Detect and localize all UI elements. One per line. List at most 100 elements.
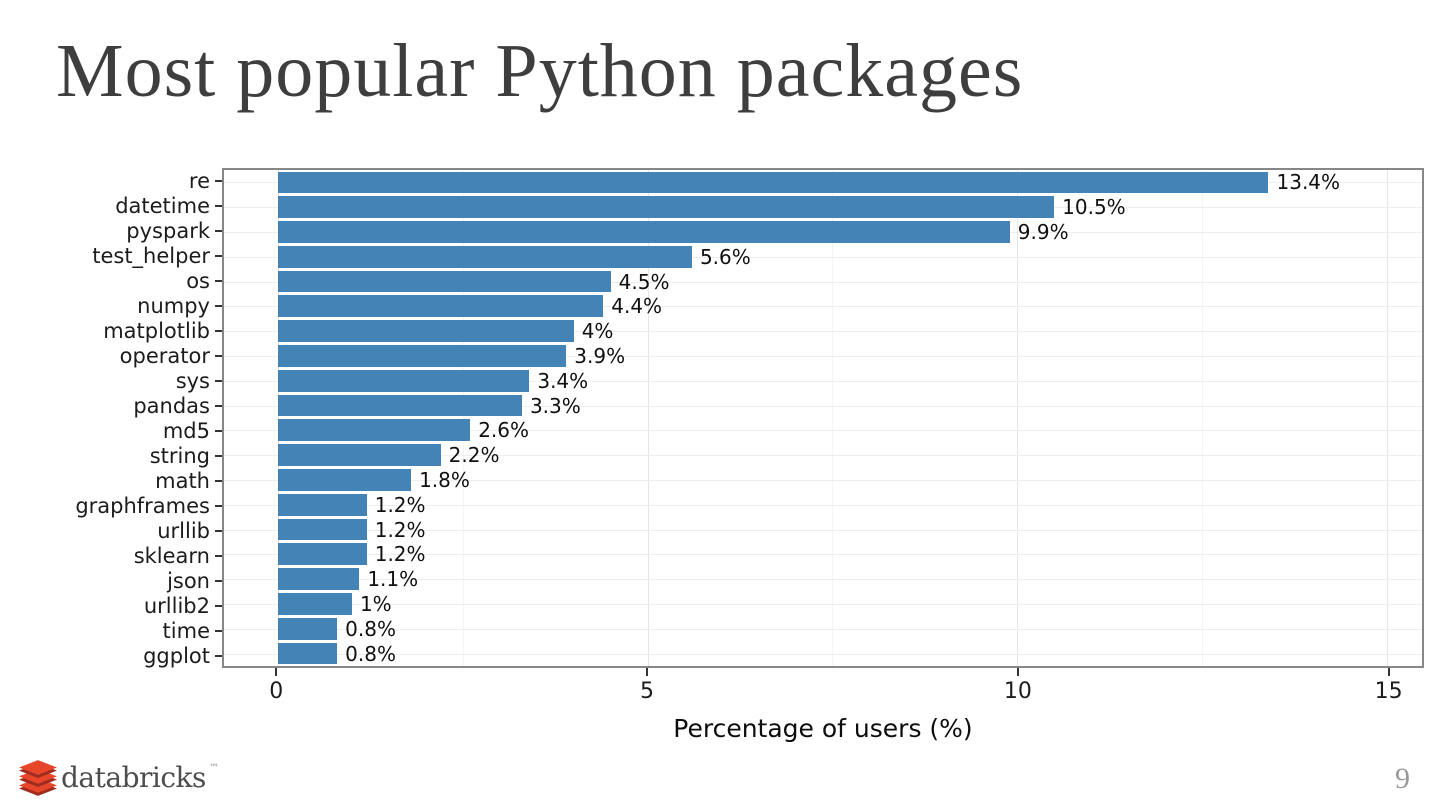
- y-axis-label: json: [167, 568, 210, 593]
- y-tick-mark: [215, 429, 222, 432]
- x-tick-mark: [1016, 668, 1019, 676]
- y-axis-label: os: [186, 268, 210, 293]
- bar-value-label: 4.5%: [618, 269, 670, 294]
- y-tick-mark: [215, 554, 222, 557]
- gridline-major: [1017, 170, 1019, 666]
- bar-row: 3.4%: [224, 368, 1422, 393]
- gridline-horizontal: [224, 579, 1422, 581]
- y-tick-mark: [215, 179, 222, 182]
- bar-row: 3.3%: [224, 393, 1422, 418]
- bar-value-label: 1.8%: [419, 467, 470, 492]
- bar-value-label: 13.4%: [1276, 170, 1341, 195]
- bar-value-label: 0.8%: [345, 641, 396, 666]
- bar-row: 9.9%: [224, 220, 1422, 245]
- bar: [278, 245, 692, 268]
- bar: [278, 345, 567, 367]
- gridline-major: [1386, 170, 1388, 666]
- gridline-horizontal: [224, 430, 1422, 432]
- y-axis-label: pandas: [133, 393, 210, 418]
- bar-row: 1.1%: [224, 567, 1422, 592]
- y-axis-label-row: graphframes: [70, 493, 222, 518]
- bar-row: 0.8%: [224, 616, 1422, 641]
- x-tick-mark: [1387, 668, 1390, 676]
- bar-row: 2.6%: [224, 418, 1422, 443]
- y-axis-label-row: time: [70, 618, 222, 643]
- bar: [278, 617, 338, 640]
- bar: [278, 196, 1055, 219]
- bar-row: 1.2%: [224, 542, 1422, 567]
- y-tick-mark: [215, 204, 222, 207]
- bar: [278, 518, 367, 541]
- y-tick-mark: [215, 579, 222, 582]
- bar-chart: re datetime pyspark test_helper os numpy matpl…: [70, 168, 1424, 743]
- bar-value-label: 4%: [581, 319, 614, 344]
- gridline-horizontal: [224, 380, 1422, 382]
- y-tick-mark: [215, 529, 222, 532]
- y-axis-label: test_helper: [92, 243, 210, 268]
- y-axis-label-row: math: [70, 468, 222, 493]
- bar: [278, 493, 367, 516]
- y-tick-mark: [215, 504, 222, 507]
- bar: [278, 543, 367, 566]
- databricks-logo: databricks ™: [18, 758, 219, 798]
- y-axis-label-row: md5: [70, 418, 222, 443]
- y-axis-label: urllib2: [143, 593, 210, 618]
- bar: [278, 593, 352, 615]
- databricks-logo-icon: [19, 760, 57, 796]
- y-axis-labels: re datetime pyspark test_helper os numpy matpl…: [70, 168, 222, 668]
- bar-value-label: 1.2%: [374, 492, 426, 517]
- y-axis-label: md5: [162, 418, 210, 443]
- y-axis-label-row: numpy: [70, 293, 222, 318]
- gridline-horizontal: [224, 405, 1422, 407]
- y-axis-label: sys: [175, 368, 210, 393]
- y-tick-mark: [215, 329, 222, 332]
- y-axis-label: operator: [119, 343, 210, 368]
- bar-value-label: 3.9%: [574, 343, 626, 368]
- x-tick-mark: [275, 668, 278, 676]
- bar-rows: 13.4% 10.5% 9.9% 5.6% 4.5% 4.4% 4% 3.9% 3.4% 3.3%…: [224, 170, 1422, 666]
- y-axis-label-row: sklearn: [70, 543, 222, 568]
- gridline-horizontal: [224, 603, 1422, 605]
- y-axis-label: ggplot: [143, 643, 210, 668]
- y-axis-label-row: urllib2: [70, 593, 222, 618]
- y-tick-mark: [215, 454, 222, 457]
- bar: [278, 568, 360, 591]
- y-tick-mark: [215, 354, 222, 357]
- x-axis: 0 5 10 15: [222, 668, 1424, 714]
- bar-row: 0.8%: [224, 641, 1422, 666]
- gridline-horizontal: [224, 256, 1422, 258]
- gridline-horizontal: [224, 628, 1422, 630]
- bar-row: 5.6%: [224, 244, 1422, 269]
- bar-value-label: 1.2%: [374, 542, 426, 567]
- bar: [278, 171, 1269, 194]
- y-axis-label-row: ggplot: [70, 643, 222, 668]
- bar-row: 1%: [224, 592, 1422, 617]
- y-tick-mark: [215, 254, 222, 257]
- plot-area: 13.4% 10.5% 9.9% 5.6% 4.5% 4.4% 4% 3.9% 3.4% 3.3%…: [222, 168, 1424, 668]
- gridline-horizontal: [224, 504, 1422, 506]
- bar-value-label: 1%: [359, 591, 392, 616]
- x-tick-label: 0: [269, 679, 284, 704]
- bar-value-label: 1.2%: [374, 517, 426, 542]
- gridline-major: [647, 170, 649, 666]
- bar: [278, 320, 574, 343]
- chart-body: re datetime pyspark test_helper os numpy matpl…: [70, 168, 1424, 668]
- page-title: Most popular Python packages: [56, 29, 1024, 113]
- y-tick-mark: [215, 304, 222, 307]
- y-axis-label: re: [188, 168, 210, 193]
- y-tick-mark: [215, 404, 222, 407]
- gridline-minor: [1201, 170, 1203, 666]
- y-axis-label-row: json: [70, 568, 222, 593]
- bar-row: 13.4%: [224, 170, 1422, 195]
- y-axis-label: sklearn: [133, 543, 210, 568]
- databricks-wordmark: databricks: [61, 761, 206, 794]
- y-axis-label: datetime: [115, 193, 210, 218]
- y-axis-label-row: pyspark: [70, 218, 222, 243]
- y-axis-label: pyspark: [126, 218, 210, 243]
- y-axis-label-row: re: [70, 168, 222, 193]
- y-axis-label-row: matplotlib: [70, 318, 222, 343]
- bar-row: 10.5%: [224, 195, 1422, 220]
- bar-row: 3.9%: [224, 344, 1422, 369]
- y-axis-label: matplotlib: [103, 318, 210, 343]
